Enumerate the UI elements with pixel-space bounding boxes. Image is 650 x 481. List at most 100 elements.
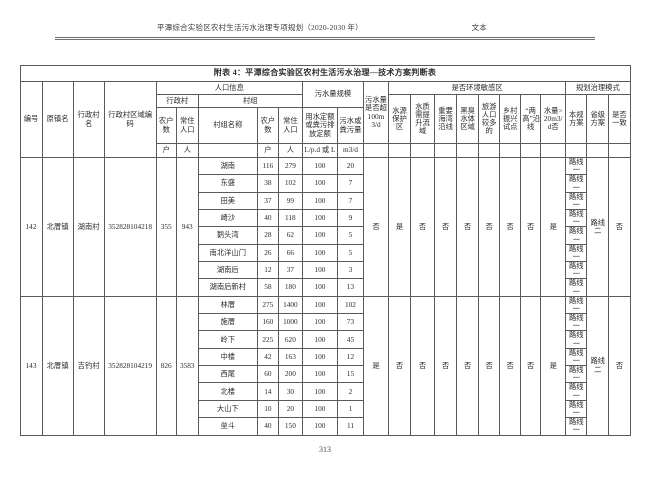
- table-row: 北楼 14 30 100 2 路线一: [20, 382, 630, 401]
- cell-region-code: 352828104219: [103, 295, 157, 436]
- cell-plan-scheme: 路线一: [565, 209, 588, 228]
- table-row: 东盛 38 102 100 7 路线一: [20, 174, 630, 193]
- cell-town: 北厝镇: [41, 157, 74, 297]
- cell-region-code: 352828104218: [103, 157, 157, 297]
- unit-empty: [434, 143, 458, 158]
- cell-plan-scheme: 路线一: [565, 278, 588, 297]
- unit-population: 人: [277, 143, 303, 158]
- cell-group-households: 14: [256, 382, 279, 401]
- table-header: 附表 4：平潭综合实验区农村生活污水治理—技术方案判断表 编号 原镇名 行政村名…: [19, 65, 631, 158]
- subsection-header-village-group: 村组: [197, 94, 303, 108]
- unit-sewage: m3/d: [336, 143, 364, 158]
- unit-households: 户: [256, 143, 279, 158]
- col-header-group-population: 常住人口: [277, 107, 303, 144]
- cell-water-quota: 100: [301, 278, 338, 297]
- cell-sewage-volume: 12: [336, 347, 364, 367]
- unit-population: 人: [175, 143, 199, 158]
- cell-admin-population: 3583: [175, 295, 199, 436]
- cell-sensitive-2: 否: [434, 295, 458, 436]
- cell-group-population: 99: [277, 191, 303, 211]
- subsection-header-admin-village: 行政村: [155, 94, 199, 108]
- unit-empty: [540, 143, 567, 158]
- col-header-village: 行政村名: [72, 81, 105, 158]
- cell-group-name: 东盛: [197, 174, 258, 193]
- cell-sensitive-6: 否: [520, 295, 542, 436]
- section-header-sewage-scale: 污水量规模: [301, 81, 364, 108]
- section-header-population-info: 人口信息: [155, 81, 303, 95]
- cell-group-households: 28: [256, 226, 279, 245]
- cell-plan-scheme: 路线一: [565, 417, 588, 436]
- header-row-sections: 编号 原镇名 行政村名 行政村区域编码 人口信息 污水量规模 污水量是否超100…: [19, 81, 631, 158]
- cell-consistent: 否: [608, 157, 631, 297]
- cell-sensitive-0: 否: [387, 295, 412, 436]
- unit-empty: [565, 143, 588, 158]
- cell-group-households: 40: [256, 209, 279, 228]
- col-header-tourist-population: 旅游人口较多的: [478, 94, 501, 144]
- cell-plan-scheme: 路线一: [565, 191, 588, 211]
- cell-group-population: 150: [277, 417, 303, 436]
- col-header-black-odor-water: 黑臭水体区域: [456, 94, 480, 144]
- cell-group-population: 180: [277, 278, 303, 297]
- col-header-water-source-area: 水源保护区: [387, 94, 412, 144]
- cell-sewage-volume: 102: [336, 295, 364, 315]
- section-header-treatment-mode: 规划治理模式: [565, 81, 631, 95]
- cell-group-households: 160: [256, 313, 279, 332]
- cell-water-quota: 100: [301, 156, 338, 176]
- cell-group-households: 38: [256, 174, 279, 193]
- table-row: 中楼 42 163 100 12 路线一: [20, 347, 630, 367]
- cell-water-quota: 100: [301, 174, 338, 193]
- col-header-volume-over-20: 水量>20m3/d否: [540, 94, 567, 144]
- cell-admin-households: 826: [155, 295, 177, 436]
- cell-water-quota: 100: [301, 365, 338, 384]
- cell-group-name: 北楼: [197, 382, 258, 401]
- unit-empty: [478, 143, 501, 158]
- cell-sensitive-3: 否: [456, 157, 480, 297]
- col-header-lianggao-line: “两高”沿线: [520, 94, 542, 144]
- cell-group-name: 林厝: [197, 295, 258, 315]
- cell-town: 北厝镇: [41, 295, 74, 436]
- cell-sewage-volume: 15: [336, 365, 364, 384]
- cell-group-households: 42: [256, 347, 279, 367]
- cell-sensitive-7: 是: [540, 157, 567, 297]
- cell-sewage-volume: 7: [336, 174, 364, 193]
- cell-sensitive-4: 否: [478, 157, 501, 297]
- cell-sewage-volume: 5: [336, 226, 364, 245]
- cell-group-population: 200: [277, 365, 303, 384]
- table-row: 湖南后新村 58 180 100 13 路线一: [20, 278, 630, 297]
- cell-sensitive-3: 否: [456, 295, 480, 436]
- col-header-plan-scheme: 本规方案: [565, 94, 588, 144]
- unit-empty: [586, 143, 610, 158]
- cell-plan-scheme: 路线一: [565, 313, 588, 332]
- cell-water-quota: 100: [301, 347, 338, 367]
- cell-plan-scheme: 路线一: [565, 382, 588, 401]
- cell-sewage-volume: 45: [336, 330, 364, 349]
- cell-sewage-volume: 73: [336, 313, 364, 332]
- cell-sensitive-4: 否: [478, 295, 501, 436]
- cell-group-name: 田美: [197, 191, 258, 211]
- cell-sewage-volume: 7: [336, 191, 364, 211]
- cell-province-scheme: 路线二: [586, 295, 610, 436]
- section-header-sensitive-area: 是否环境敏感区: [387, 81, 567, 95]
- cell-sewage-volume: 3: [336, 261, 364, 280]
- cell-sewage-volume: 5: [336, 243, 364, 263]
- cell-group-population: 37: [277, 261, 303, 280]
- unit-quota: L/p.d 或 L: [301, 143, 338, 158]
- document-header-title: 平潭综合实验区农村生活污水治理专项规划（2020-2030 年）: [157, 23, 363, 32]
- cell-sensitive-1: 否: [410, 295, 436, 436]
- cell-plan-scheme: 路线一: [565, 295, 588, 315]
- table-row: 南北洋山门 26 66 100 5 路线一: [20, 243, 630, 263]
- cell-water-quota: 100: [301, 226, 338, 245]
- col-header-consistent: 是否一致: [608, 94, 631, 144]
- table-row: 岭下 225 620 100 45 路线一: [20, 330, 630, 349]
- cell-id: 142: [19, 157, 43, 297]
- cell-group-households: 10: [256, 399, 279, 419]
- cell-over-100: 是: [362, 295, 390, 436]
- cell-group-population: 1400: [277, 295, 303, 315]
- table-body: 142 北厝镇 湖南村 352828104218 355 943 湖南 116 279 100 20…: [19, 156, 631, 436]
- cell-group-name: 大山下: [197, 399, 258, 419]
- unit-empty: [520, 143, 542, 158]
- cell-group-population: 118: [277, 209, 303, 228]
- cell-group-name: 施厝: [197, 313, 258, 332]
- cell-sewage-volume: 11: [336, 417, 364, 436]
- col-header-id: 编号: [19, 81, 43, 158]
